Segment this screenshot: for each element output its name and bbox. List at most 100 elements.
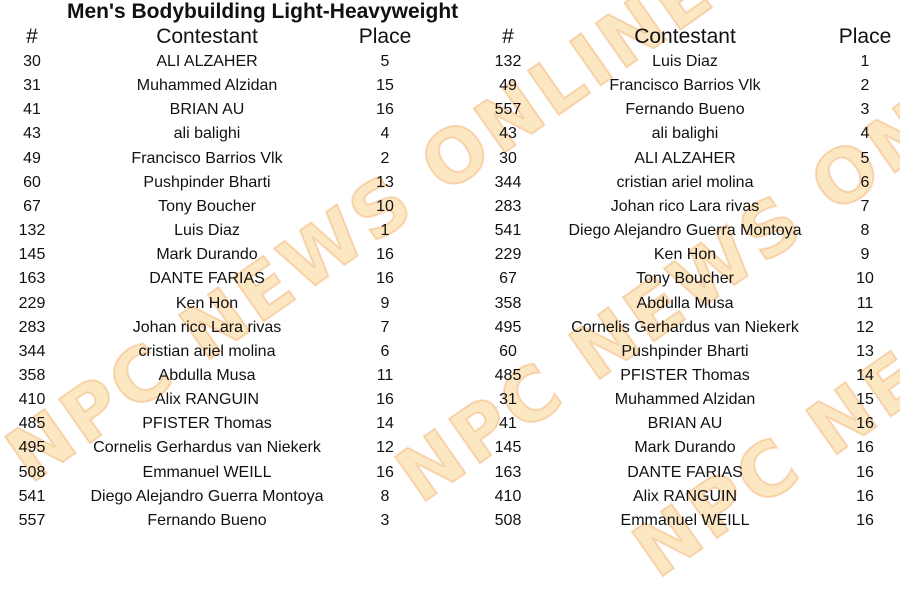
- left-header-number: #: [26, 25, 38, 48]
- left-row-contestant: Pushpinder Bharti: [143, 173, 271, 191]
- left-row-number: 60: [23, 173, 41, 191]
- left-row-number: 163: [18, 270, 46, 288]
- left-row-place: 7: [380, 318, 390, 336]
- left-row-place: 16: [376, 463, 394, 481]
- left-row-contestant: Muhammed Alzidan: [136, 77, 278, 95]
- left-row-number: 145: [18, 246, 46, 264]
- right-row-contestant: Abdulla Musa: [636, 294, 734, 312]
- left-row-contestant: BRIAN AU: [169, 101, 245, 119]
- right-row-number: 410: [494, 487, 522, 505]
- left-row-contestant: Mark Durando: [156, 246, 258, 264]
- left-row-contestant: Johan rico Lara rivas: [132, 318, 282, 336]
- right-row-number: 495: [494, 318, 522, 336]
- right-row-contestant: Diego Alejandro Guerra Montoya: [568, 222, 802, 240]
- left-row-number: 49: [23, 149, 41, 167]
- left-row-number: 229: [18, 294, 46, 312]
- right-row-number: 67: [499, 270, 517, 288]
- right-row-number: 508: [494, 511, 522, 529]
- right-header-number: #: [502, 25, 514, 48]
- right-row-contestant: Francisco Barrios Vlk: [609, 77, 761, 95]
- right-row-contestant: ali balighi: [651, 125, 719, 143]
- left-row-place: 16: [376, 246, 394, 264]
- left-row-number: 495: [18, 439, 46, 457]
- left-row-number: 557: [18, 511, 46, 529]
- right-row-number: 30: [499, 149, 517, 167]
- right-row-number: 49: [499, 77, 517, 95]
- left-row-number: 541: [18, 487, 46, 505]
- left-header-contestant: Contestant: [156, 25, 258, 48]
- right-row-number: 344: [494, 173, 522, 191]
- right-row-contestant: Alix RANGUIN: [632, 487, 738, 505]
- right-row-contestant: Johan rico Lara rivas: [610, 197, 760, 215]
- right-row-number: 541: [494, 222, 522, 240]
- left-row-contestant: Luis Diaz: [174, 222, 240, 240]
- left-row-number: 283: [18, 318, 46, 336]
- right-row-number: 485: [494, 366, 522, 384]
- left-row-place: 15: [376, 77, 394, 95]
- right-row-number: 229: [494, 246, 522, 264]
- left-row-contestant: PFISTER Thomas: [142, 415, 272, 433]
- left-header-place: Place: [358, 25, 412, 48]
- left-row-place: 2: [380, 149, 390, 167]
- left-row-contestant: Abdulla Musa: [158, 366, 256, 384]
- right-row-contestant: Luis Diaz: [652, 53, 718, 70]
- left-row-number: 485: [18, 415, 46, 433]
- right-row-contestant: Muhammed Alzidan: [614, 391, 756, 409]
- left-row-contestant: Emmanuel WEILL: [142, 463, 272, 481]
- left-row-place: 13: [376, 173, 394, 191]
- right-row-number: 358: [494, 294, 522, 312]
- right-header-contestant: Contestant: [634, 25, 736, 48]
- left-row-place: 5: [380, 53, 390, 70]
- left-row-place: 16: [376, 270, 394, 288]
- right-row-contestant: PFISTER Thomas: [620, 366, 750, 384]
- right-row-contestant: ALI ALZAHER: [634, 149, 736, 167]
- left-row-contestant: Tony Boucher: [158, 197, 256, 215]
- right-row-contestant: Fernando Bueno: [625, 101, 745, 119]
- page-title: Men's Bodybuilding Light-Heavyweight: [67, 0, 459, 23]
- right-row-contestant: Pushpinder Bharti: [621, 342, 749, 360]
- left-row-place: 14: [376, 415, 394, 433]
- right-row-number: 43: [499, 125, 517, 143]
- right-row-place: 3: [860, 101, 870, 119]
- left-row-place: 9: [380, 294, 390, 312]
- right-row-place: 14: [856, 366, 874, 384]
- right-row-number: 557: [494, 101, 522, 119]
- left-row-contestant: Fernando Bueno: [147, 511, 267, 529]
- left-row-contestant: Ken Hon: [175, 294, 239, 312]
- left-row-number: 43: [23, 125, 41, 143]
- right-row-contestant: Tony Boucher: [636, 270, 734, 288]
- right-row-place: 4: [860, 125, 870, 143]
- right-row-contestant: Emmanuel WEILL: [620, 511, 750, 529]
- right-row-number: 132: [494, 53, 522, 70]
- left-row-place: 4: [380, 125, 390, 143]
- right-row-place: 10: [856, 270, 874, 288]
- left-row-place: 10: [376, 197, 394, 215]
- right-row-contestant: Mark Durando: [634, 439, 736, 457]
- right-row-contestant: Cornelis Gerhardus van Niekerk: [571, 318, 799, 336]
- left-row-number: 67: [23, 197, 41, 215]
- right-row-place: 16: [856, 487, 874, 505]
- left-row-number: 508: [18, 463, 46, 481]
- left-row-place: 16: [376, 101, 394, 119]
- right-row-number: 41: [499, 415, 517, 433]
- right-row-place: 16: [856, 415, 874, 433]
- right-row-place: 7: [860, 197, 870, 215]
- right-row-number: 145: [494, 439, 522, 457]
- right-row-place: 16: [856, 511, 874, 529]
- right-row-contestant: BRIAN AU: [647, 415, 723, 433]
- left-row-number: 410: [18, 391, 46, 409]
- right-header-place: Place: [838, 25, 892, 48]
- right-row-place: 2: [860, 77, 870, 95]
- left-row-contestant: Cornelis Gerhardus van Niekerk: [93, 439, 321, 457]
- right-row-place: 9: [860, 246, 870, 264]
- right-row-place: 1: [860, 53, 870, 70]
- right-row-place: 8: [860, 222, 870, 240]
- left-row-contestant: Francisco Barrios Vlk: [131, 149, 283, 167]
- right-row-place: 5: [860, 149, 870, 167]
- left-row-place: 3: [380, 511, 390, 529]
- right-row-place: 6: [860, 173, 870, 191]
- right-row-number: 163: [494, 463, 522, 481]
- right-row-number: 31: [499, 391, 517, 409]
- left-row-contestant: cristian ariel molina: [138, 342, 276, 360]
- left-row-number: 344: [18, 342, 46, 360]
